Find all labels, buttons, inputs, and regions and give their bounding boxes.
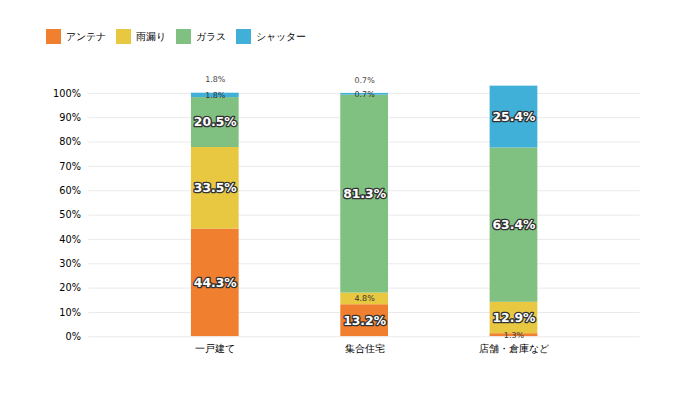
svg-text:0%: 0%: [65, 331, 80, 342]
svg-text:10%: 10%: [59, 307, 81, 318]
svg-text:50%: 50%: [59, 209, 81, 220]
svg-text:33.5%: 33.5%: [194, 181, 237, 195]
svg-text:店舗・倉庫など: 店舗・倉庫など: [479, 343, 549, 354]
svg-text:1.8%: 1.8%: [205, 75, 226, 84]
svg-text:44.3%: 44.3%: [194, 276, 237, 290]
svg-text:63.4%: 63.4%: [492, 218, 535, 232]
svg-text:一戸建て: 一戸建て: [195, 343, 235, 354]
svg-text:90%: 90%: [59, 112, 81, 123]
svg-text:100%: 100%: [53, 87, 81, 98]
svg-text:4.8%: 4.8%: [354, 294, 375, 303]
svg-text:12.9%: 12.9%: [492, 311, 535, 325]
svg-text:13.2%: 13.2%: [343, 314, 386, 328]
svg-text:25.4%: 25.4%: [492, 110, 535, 124]
svg-text:30%: 30%: [59, 258, 81, 269]
svg-text:80%: 80%: [59, 136, 81, 147]
svg-text:20.5%: 20.5%: [194, 115, 237, 129]
svg-text:0.7%: 0.7%: [354, 90, 375, 99]
svg-text:81.3%: 81.3%: [343, 187, 386, 201]
html-text:アンテナ: アンテナ: [66, 29, 106, 43]
html-text:雨漏り: 雨漏り: [136, 29, 166, 43]
svg-text:60%: 60%: [59, 185, 81, 196]
svg-text:集合住宅: 集合住宅: [345, 343, 385, 354]
svg-text:1.8%: 1.8%: [205, 91, 226, 100]
html-text:シャッター: シャッター: [256, 29, 306, 43]
svg-text:70%: 70%: [59, 161, 81, 172]
svg-text:40%: 40%: [59, 234, 81, 245]
html-text:ガラス: ガラス: [196, 29, 226, 43]
svg-text:0.7%: 0.7%: [354, 76, 375, 85]
svg-text:1.3%: 1.3%: [504, 331, 525, 340]
svg-text:20%: 20%: [59, 282, 81, 293]
